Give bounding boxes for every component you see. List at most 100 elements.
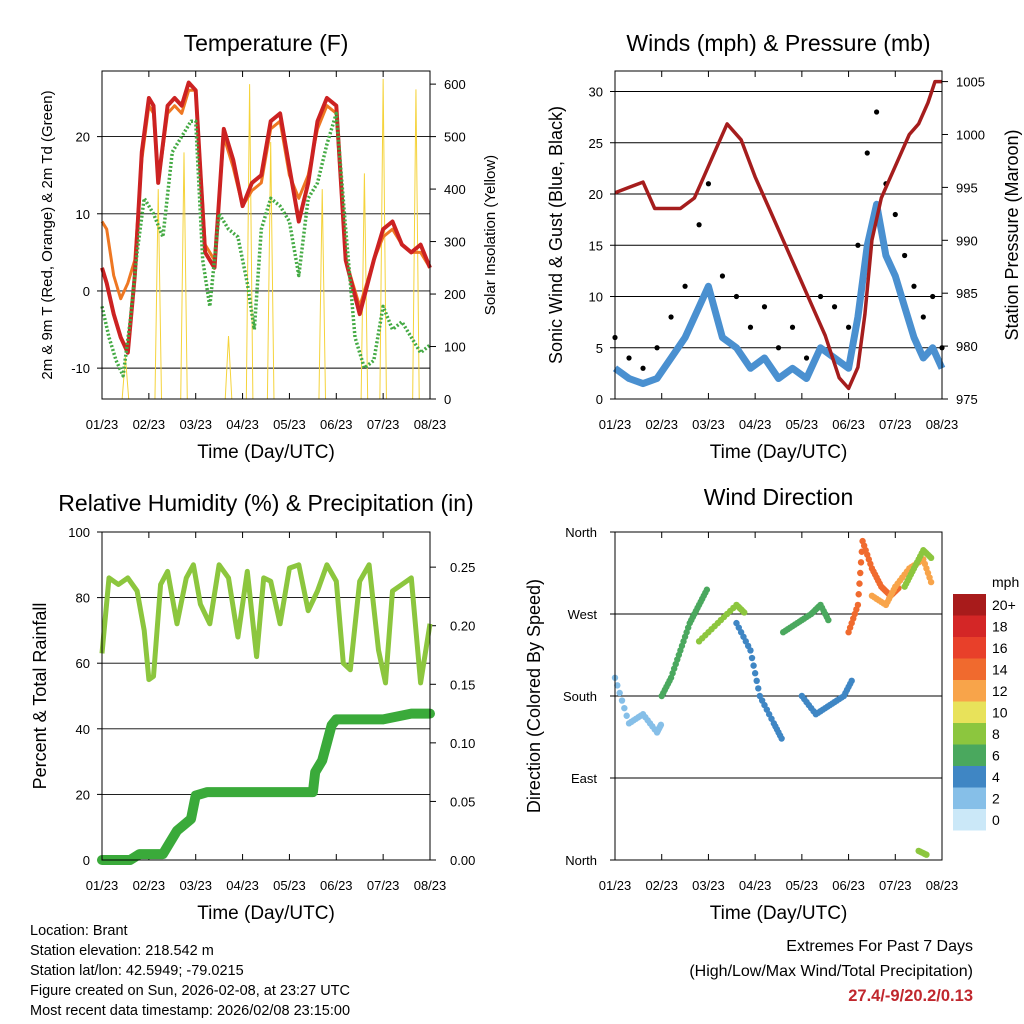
extremes-title: Extremes For Past 7 Days (786, 938, 973, 955)
temperature-panel: Temperature (F) Time (Day/UTC) 01/23 02/23 0… (39, 30, 499, 463)
station-location: Location: Brant (30, 923, 128, 939)
gust-point (668, 314, 674, 320)
gust-point (874, 109, 880, 115)
gust-point (747, 324, 754, 330)
x-axis-label: Time (Day/UTC) (197, 903, 335, 924)
direction-point (618, 697, 626, 704)
y-tick-label: 25 (589, 136, 603, 151)
series-rh (99, 562, 433, 686)
colorbar-swatch (953, 594, 986, 616)
colorbar-label: 2 (992, 791, 1000, 807)
y-tick-label: 15 (589, 238, 603, 253)
colorbar-swatch (953, 615, 986, 637)
gust-point (654, 345, 660, 351)
y-tick-label: 10 (76, 207, 90, 222)
solar-spike (318, 189, 327, 400)
y-right-axis-label: Solar Insolation (Yellow) (482, 155, 499, 315)
gust-point (892, 211, 898, 218)
figure-created: Figure created on Sun, 2026-02-08, at 23… (30, 983, 350, 999)
solar-spike (224, 335, 233, 400)
colorbar-label: 20+ (992, 597, 1016, 613)
x-tick-label: 05/23 (273, 417, 306, 432)
direction-point (854, 601, 862, 609)
direction-point (923, 851, 930, 858)
x-axis-label: Time (Day/UTC) (710, 903, 848, 924)
y-right-tick-label: 600 (444, 77, 466, 92)
direction-point (623, 712, 630, 719)
plot-frame (614, 531, 943, 861)
colorbar-label: 14 (992, 662, 1008, 678)
y-tick-label: 0 (83, 284, 90, 299)
direction-point (741, 609, 748, 616)
y-right-tick-label: 400 (444, 182, 466, 197)
x-tick-label: 03/23 (692, 417, 725, 432)
y-right-tick-label: 1000 (956, 127, 985, 142)
direction-point (753, 677, 760, 685)
series-pressure (614, 79, 942, 391)
direction-point (657, 721, 665, 729)
y-tick-label: 100 (68, 525, 90, 540)
series-2m-t (100, 80, 432, 355)
x-tick-label: 06/23 (832, 878, 865, 893)
direction-point (857, 559, 865, 566)
x-tick-label: 07/23 (879, 878, 912, 893)
colorbar-swatch (953, 723, 986, 745)
y-right-tick-label: 0.25 (450, 560, 475, 575)
solar-spike (121, 356, 130, 400)
x-tick-label: 08/23 (414, 878, 447, 893)
colorbar-swatch (953, 787, 986, 809)
solar-spike (154, 189, 163, 400)
gust-point (845, 324, 852, 330)
y-tick-label: 0 (83, 853, 90, 868)
direction-point (778, 735, 785, 742)
y-tick-label: 0 (596, 392, 603, 407)
x-tick-label: 03/23 (179, 878, 212, 893)
direction-point (750, 662, 757, 669)
extremes-subtitle: (High/Low/Max Wind/Total Precipitation) (689, 963, 973, 980)
y-right-tick-label: 985 (956, 286, 978, 301)
x-tick-label: 05/23 (273, 878, 306, 893)
x-tick-label: 03/23 (179, 417, 212, 432)
colorbar-swatch (953, 744, 986, 766)
plot-frame (101, 531, 431, 861)
direction-point (825, 616, 832, 624)
y-right-tick-label: 0.10 (450, 736, 475, 751)
x-tick-label: 04/23 (226, 878, 259, 893)
direction-point (621, 704, 628, 712)
gust-point (864, 150, 870, 156)
x-axis-label: Time (Day/UTC) (197, 442, 335, 463)
x-tick-label: 08/23 (926, 417, 959, 432)
y-right-tick-label: 0.05 (450, 794, 475, 809)
gust-point (902, 252, 908, 259)
y-right-tick-label: 500 (444, 130, 466, 145)
series-precip (97, 708, 435, 865)
gust-point (930, 293, 936, 300)
y-tick-label: 10 (589, 290, 603, 305)
y-right-tick-label: 975 (956, 392, 978, 407)
y-right-tick-label: 200 (444, 287, 466, 302)
y-tick-label: 20 (76, 130, 90, 145)
x-tick-label: 04/23 (739, 417, 772, 432)
y-right-tick-label: 0.00 (450, 853, 475, 868)
direction-point (616, 689, 623, 697)
extremes-values: 27.4/-9/20.2/0.13 (848, 987, 973, 1005)
y-tick-label: South (563, 689, 597, 704)
gust-point (705, 181, 712, 187)
gust-point (733, 293, 740, 300)
solar-spike (245, 84, 254, 400)
direction-point (748, 654, 756, 662)
x-tick-label: 02/23 (645, 417, 678, 432)
y-tick-label: -10 (71, 361, 90, 376)
x-tick-label: 02/23 (645, 878, 678, 893)
y-right-axis-label: Station Pressure (Maroon) (1002, 129, 1022, 340)
direction-point (848, 677, 855, 685)
plot-frame (614, 70, 943, 400)
x-tick-label: 06/23 (320, 878, 353, 893)
y-tick-label: 80 (76, 591, 90, 606)
y-axis-label: 2m & 9m T (Red, Orange) & 2m Td (Green) (39, 90, 56, 379)
x-tick-label: 01/23 (599, 417, 632, 432)
x-tick-label: 08/23 (926, 878, 959, 893)
x-tick-label: 06/23 (832, 417, 865, 432)
recent-timestamp: Most recent data timestamp: 2026/02/08 2… (30, 1003, 351, 1019)
y-right-tick-label: 100 (444, 340, 466, 355)
